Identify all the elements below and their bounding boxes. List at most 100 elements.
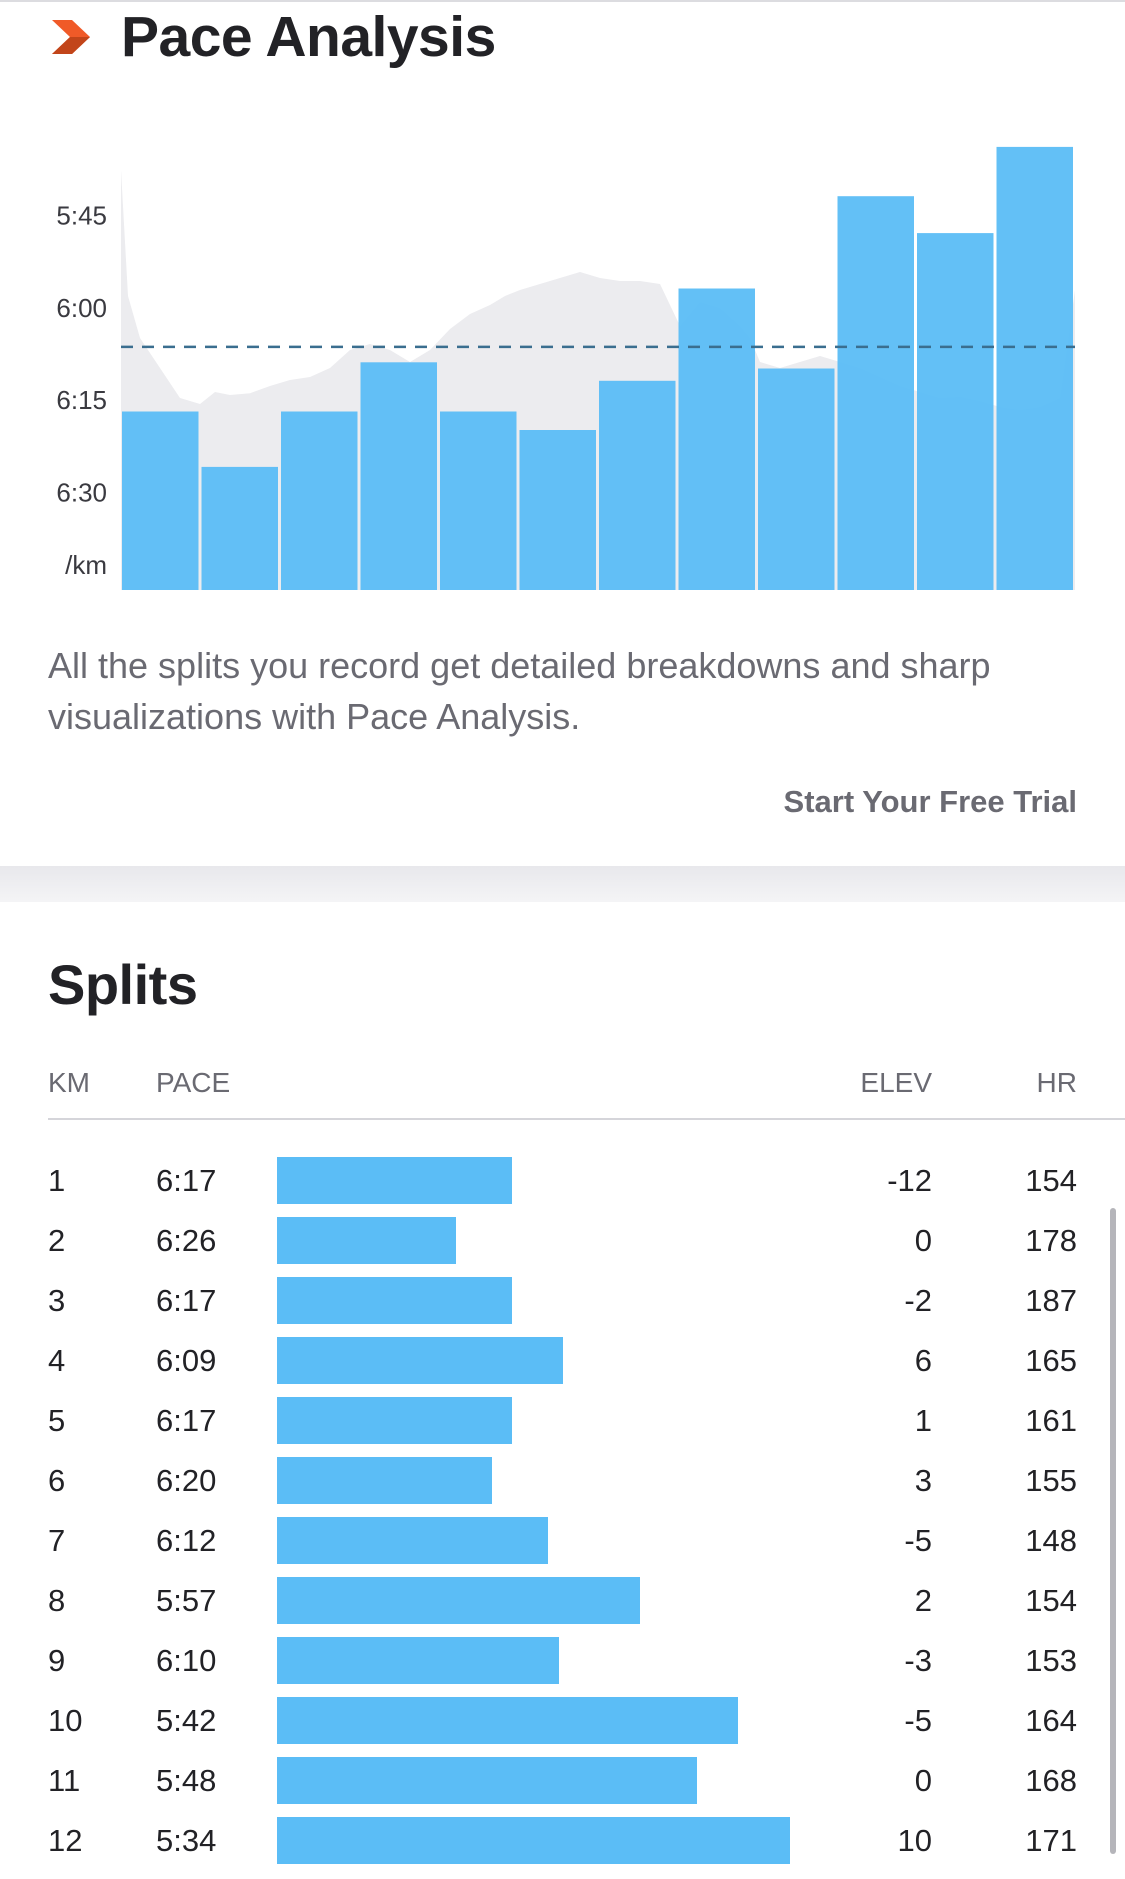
chevron-right-icon [52,20,90,54]
scrollbar[interactable] [1110,1208,1116,1854]
y-tick-label: 6:15 [56,385,107,415]
splits-title: Splits [48,953,198,1016]
split-pace: 6:12 [156,1523,217,1558]
pace-bar-km-8 [678,288,755,590]
split-elevation: 6 [914,1343,932,1378]
split-km: 3 [48,1283,66,1318]
split-elevation: -2 [904,1283,932,1318]
pace-bar-km-5 [440,411,517,590]
split-elevation: 1 [914,1403,932,1438]
split-pace-bar [277,1757,697,1804]
split-elevation: 3 [914,1463,932,1498]
split-pace-bar [277,1157,512,1204]
pace-bar-km-6 [519,430,596,590]
split-km: 6 [48,1463,66,1498]
split-km: 5 [48,1403,66,1438]
splits-row: 12 5:34 10 171 [0,1816,1125,1866]
split-km: 9 [48,1643,66,1678]
y-tick-label: 5:45 [56,201,107,231]
splits-row: 9 6:10 -3 153 [0,1636,1125,1686]
split-pace-bar [277,1577,640,1624]
split-elevation: -3 [904,1643,932,1678]
split-pace-bar [277,1517,548,1564]
split-km: 8 [48,1583,66,1618]
split-pace: 6:26 [156,1223,217,1258]
pace-chart-svg: 5:45 6:00 6:15 6:30/km [56,146,1075,590]
section-divider [0,866,1125,902]
page-title: Pace Analysis [121,5,496,69]
pace-bar-km-11 [917,233,994,590]
splits-row: 7 6:12 -5 148 [0,1516,1125,1566]
split-pace: 6:09 [156,1343,217,1378]
splits-row: 6 6:20 3 155 [0,1456,1125,1506]
split-pace: 5:34 [156,1823,217,1858]
y-tick-label: 6:00 [56,293,107,323]
split-km: 10 [48,1703,83,1738]
split-heart-rate: 187 [1025,1283,1077,1318]
split-heart-rate: 161 [1025,1403,1077,1438]
split-pace: 5:42 [156,1703,217,1738]
split-pace-bar [277,1397,512,1444]
split-pace-bar [277,1337,563,1384]
split-pace: 5:48 [156,1763,217,1798]
pace-chart: 5:45 6:00 6:15 6:30/km [0,100,1125,600]
split-heart-rate: 171 [1025,1823,1077,1858]
pace-bar-km-2 [201,466,278,590]
pace-bar-km-9 [758,368,835,590]
split-pace: 6:17 [156,1283,217,1318]
split-pace-bar [277,1217,456,1264]
column-header-elev: ELEV [860,1067,932,1098]
pace-bar-km-3 [281,411,358,590]
split-heart-rate: 155 [1025,1463,1077,1498]
split-elevation: 0 [914,1763,932,1798]
pace-analysis-header: Pace Analysis [0,0,1125,75]
split-elevation: 0 [914,1223,932,1258]
split-pace-bar [277,1697,738,1744]
splits-row: 4 6:09 6 165 [0,1336,1125,1386]
split-km: 1 [48,1163,66,1198]
pace-bar-km-4 [360,362,437,590]
split-heart-rate: 164 [1025,1703,1077,1738]
top-border [0,0,1125,2]
splits-row: 5 6:17 1 161 [0,1396,1125,1446]
split-pace: 6:20 [156,1463,217,1498]
split-pace-bar [277,1637,559,1684]
split-heart-rate: 168 [1025,1763,1077,1798]
split-pace: 6:17 [156,1403,217,1438]
split-elevation: -12 [887,1163,932,1198]
split-elevation: -5 [904,1523,932,1558]
split-elevation: -5 [904,1703,932,1738]
splits-header-divider [48,1118,1125,1120]
splits-row: 3 6:17 -2 187 [0,1276,1125,1326]
start-free-trial-link[interactable]: Start Your Free Trial [783,784,1077,819]
split-elevation: 2 [914,1583,932,1618]
split-pace: 6:17 [156,1163,217,1198]
splits-row: 8 5:57 2 154 [0,1576,1125,1626]
column-header-hr: HR [1036,1067,1077,1098]
split-heart-rate: 165 [1025,1343,1077,1378]
split-pace-bar [277,1457,492,1504]
split-pace: 6:10 [156,1643,217,1678]
split-pace-bar [277,1817,790,1864]
split-km: 7 [48,1523,66,1558]
split-heart-rate: 153 [1025,1643,1077,1678]
pace-bar-km-1 [122,411,199,590]
pace-bar-km-10 [837,196,914,590]
column-header-pace: PACE [156,1067,231,1098]
split-heart-rate: 148 [1025,1523,1077,1558]
split-heart-rate: 154 [1025,1163,1077,1198]
elevation-profile-area [121,170,1075,590]
split-km: 2 [48,1223,66,1258]
y-tick-label: 6:30 [56,478,107,508]
split-elevation: 10 [897,1823,932,1858]
splits-row: 1 6:17 -12 154 [0,1156,1125,1206]
splits-row: 11 5:48 0 168 [0,1756,1125,1806]
split-km: 12 [48,1823,83,1858]
pace-bar-km-12 [996,146,1073,590]
split-pace: 5:57 [156,1583,217,1618]
split-pace-bar [277,1277,512,1324]
column-header-km: KM [48,1067,90,1098]
splits-row: 10 5:42 -5 164 [0,1696,1125,1746]
split-km: 4 [48,1343,66,1378]
y-axis-unit-label: /km [65,550,107,580]
